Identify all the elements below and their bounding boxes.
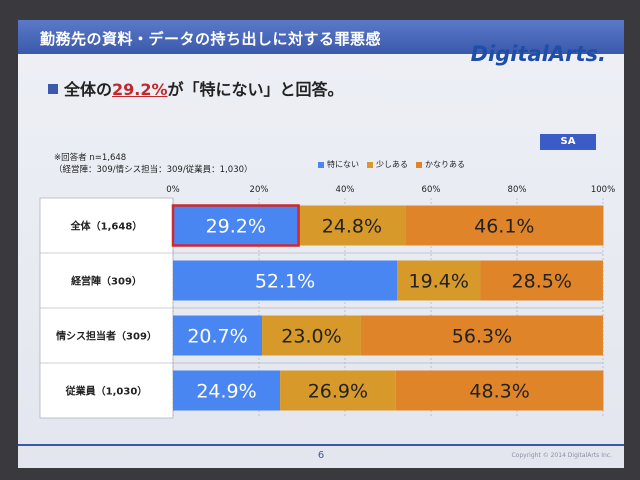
note-line-2: （経営陣：309/情シス担当：309/従業員：1,030）	[54, 165, 253, 175]
bar-2-0	[173, 315, 263, 356]
bar-2-2	[360, 315, 603, 356]
bar-3-0	[173, 370, 281, 411]
category-label-3: 従業員（1,030）	[65, 385, 148, 398]
bar-3-1	[280, 370, 396, 411]
bar-1-2	[480, 260, 603, 301]
legend-item-2: かなりある	[416, 159, 465, 170]
legend-item-0: 特にない	[318, 159, 359, 170]
data-label-2-0: 20.7%	[187, 326, 247, 348]
sa-badge: SA	[540, 134, 596, 150]
bar-1-0	[173, 260, 398, 301]
subtitle-highlight: 29.2%	[112, 80, 168, 99]
bar-0-1	[298, 205, 406, 246]
category-label-0: 全体（1,648）	[70, 220, 143, 233]
note-line-1: ※回答者 n=1,648	[54, 153, 127, 163]
data-label-2-2: 56.3%	[452, 326, 512, 348]
subtitle-post: が「特にない」と回答。	[167, 80, 344, 99]
legend-label-2: かなりある	[425, 160, 465, 169]
digitalarts-logo: DigitalArts.	[470, 42, 606, 66]
bar-2-1	[262, 315, 361, 356]
footer-divider	[18, 444, 624, 446]
data-label-0-0: 29.2%	[206, 216, 266, 238]
data-label-1-2: 28.5%	[512, 271, 572, 293]
data-label-0-1: 24.8%	[322, 216, 382, 238]
data-label-3-2: 48.3%	[469, 381, 529, 403]
slide: 勤務先の資料・データの持ち出しに対する罪悪感 DigitalArts. 全体の2…	[18, 20, 624, 468]
x-tick-label-2: 40%	[336, 185, 355, 195]
data-label-1-1: 19.4%	[409, 271, 469, 293]
legend-swatch-2	[416, 161, 422, 168]
category-label-1: 経営陣（309）	[71, 275, 142, 288]
x-tick-label-1: 20%	[250, 185, 269, 195]
legend-swatch-1	[367, 161, 373, 168]
respondent-note: ※回答者 n=1,648 （経営陣：309/情シス担当：309/従業員：1,03…	[54, 152, 253, 176]
bar-0-2	[405, 205, 604, 246]
bar-1-1	[397, 260, 481, 301]
data-label-2-1: 23.0%	[281, 326, 341, 348]
subtitle-pre: 全体の	[64, 80, 113, 99]
bar-3-2	[395, 370, 604, 411]
data-label-3-0: 24.9%	[196, 381, 256, 403]
legend-item-1: 少しある	[367, 159, 408, 170]
slide-title: 勤務先の資料・データの持ち出しに対する罪悪感	[40, 30, 382, 48]
data-label-0-2: 46.1%	[474, 216, 534, 238]
chart-legend: 特にない 少しある かなりある	[318, 159, 465, 170]
bullet-marker-icon	[48, 84, 58, 94]
legend-label-0: 特にない	[327, 160, 359, 169]
stacked-bar-chart: 0% 20% 40% 60% 80% 100% 全体（1,648） 29.2% 24.8% 46.…	[39, 185, 615, 419]
highlight-box	[171, 204, 300, 247]
x-tick-label-4: 80%	[508, 185, 527, 195]
bar-0-0	[173, 205, 299, 246]
copyright: Copyright © 2014 DigitalArts Inc.	[511, 452, 612, 459]
data-label-3-1: 26.9%	[308, 381, 368, 403]
title-bar: 勤務先の資料・データの持ち出しに対する罪悪感	[18, 20, 624, 54]
legend-label-1: 少しある	[376, 160, 408, 169]
legend-swatch-0	[318, 161, 324, 168]
x-tick-label-0: 0%	[166, 185, 180, 195]
page-number: 6	[317, 450, 325, 461]
data-label-1-0: 52.1%	[255, 271, 315, 293]
x-tick-label-3: 60%	[422, 185, 441, 195]
x-tick-label-5: 100%	[591, 185, 615, 195]
category-label-2: 情シス担当者（309）	[56, 330, 157, 343]
subtitle: 全体の29.2%が「特にない」と回答。	[48, 76, 344, 100]
